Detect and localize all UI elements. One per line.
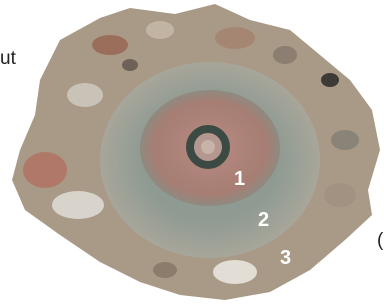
zone-label: 1: [234, 168, 245, 190]
rock-photo: 1 2 3 ut (: [0, 0, 384, 305]
text-fragment: (: [377, 230, 384, 251]
text-fragment: ut: [0, 48, 17, 69]
core-center: [201, 140, 215, 154]
zone-label: 3: [280, 247, 291, 269]
zone-label: 2: [258, 209, 269, 231]
